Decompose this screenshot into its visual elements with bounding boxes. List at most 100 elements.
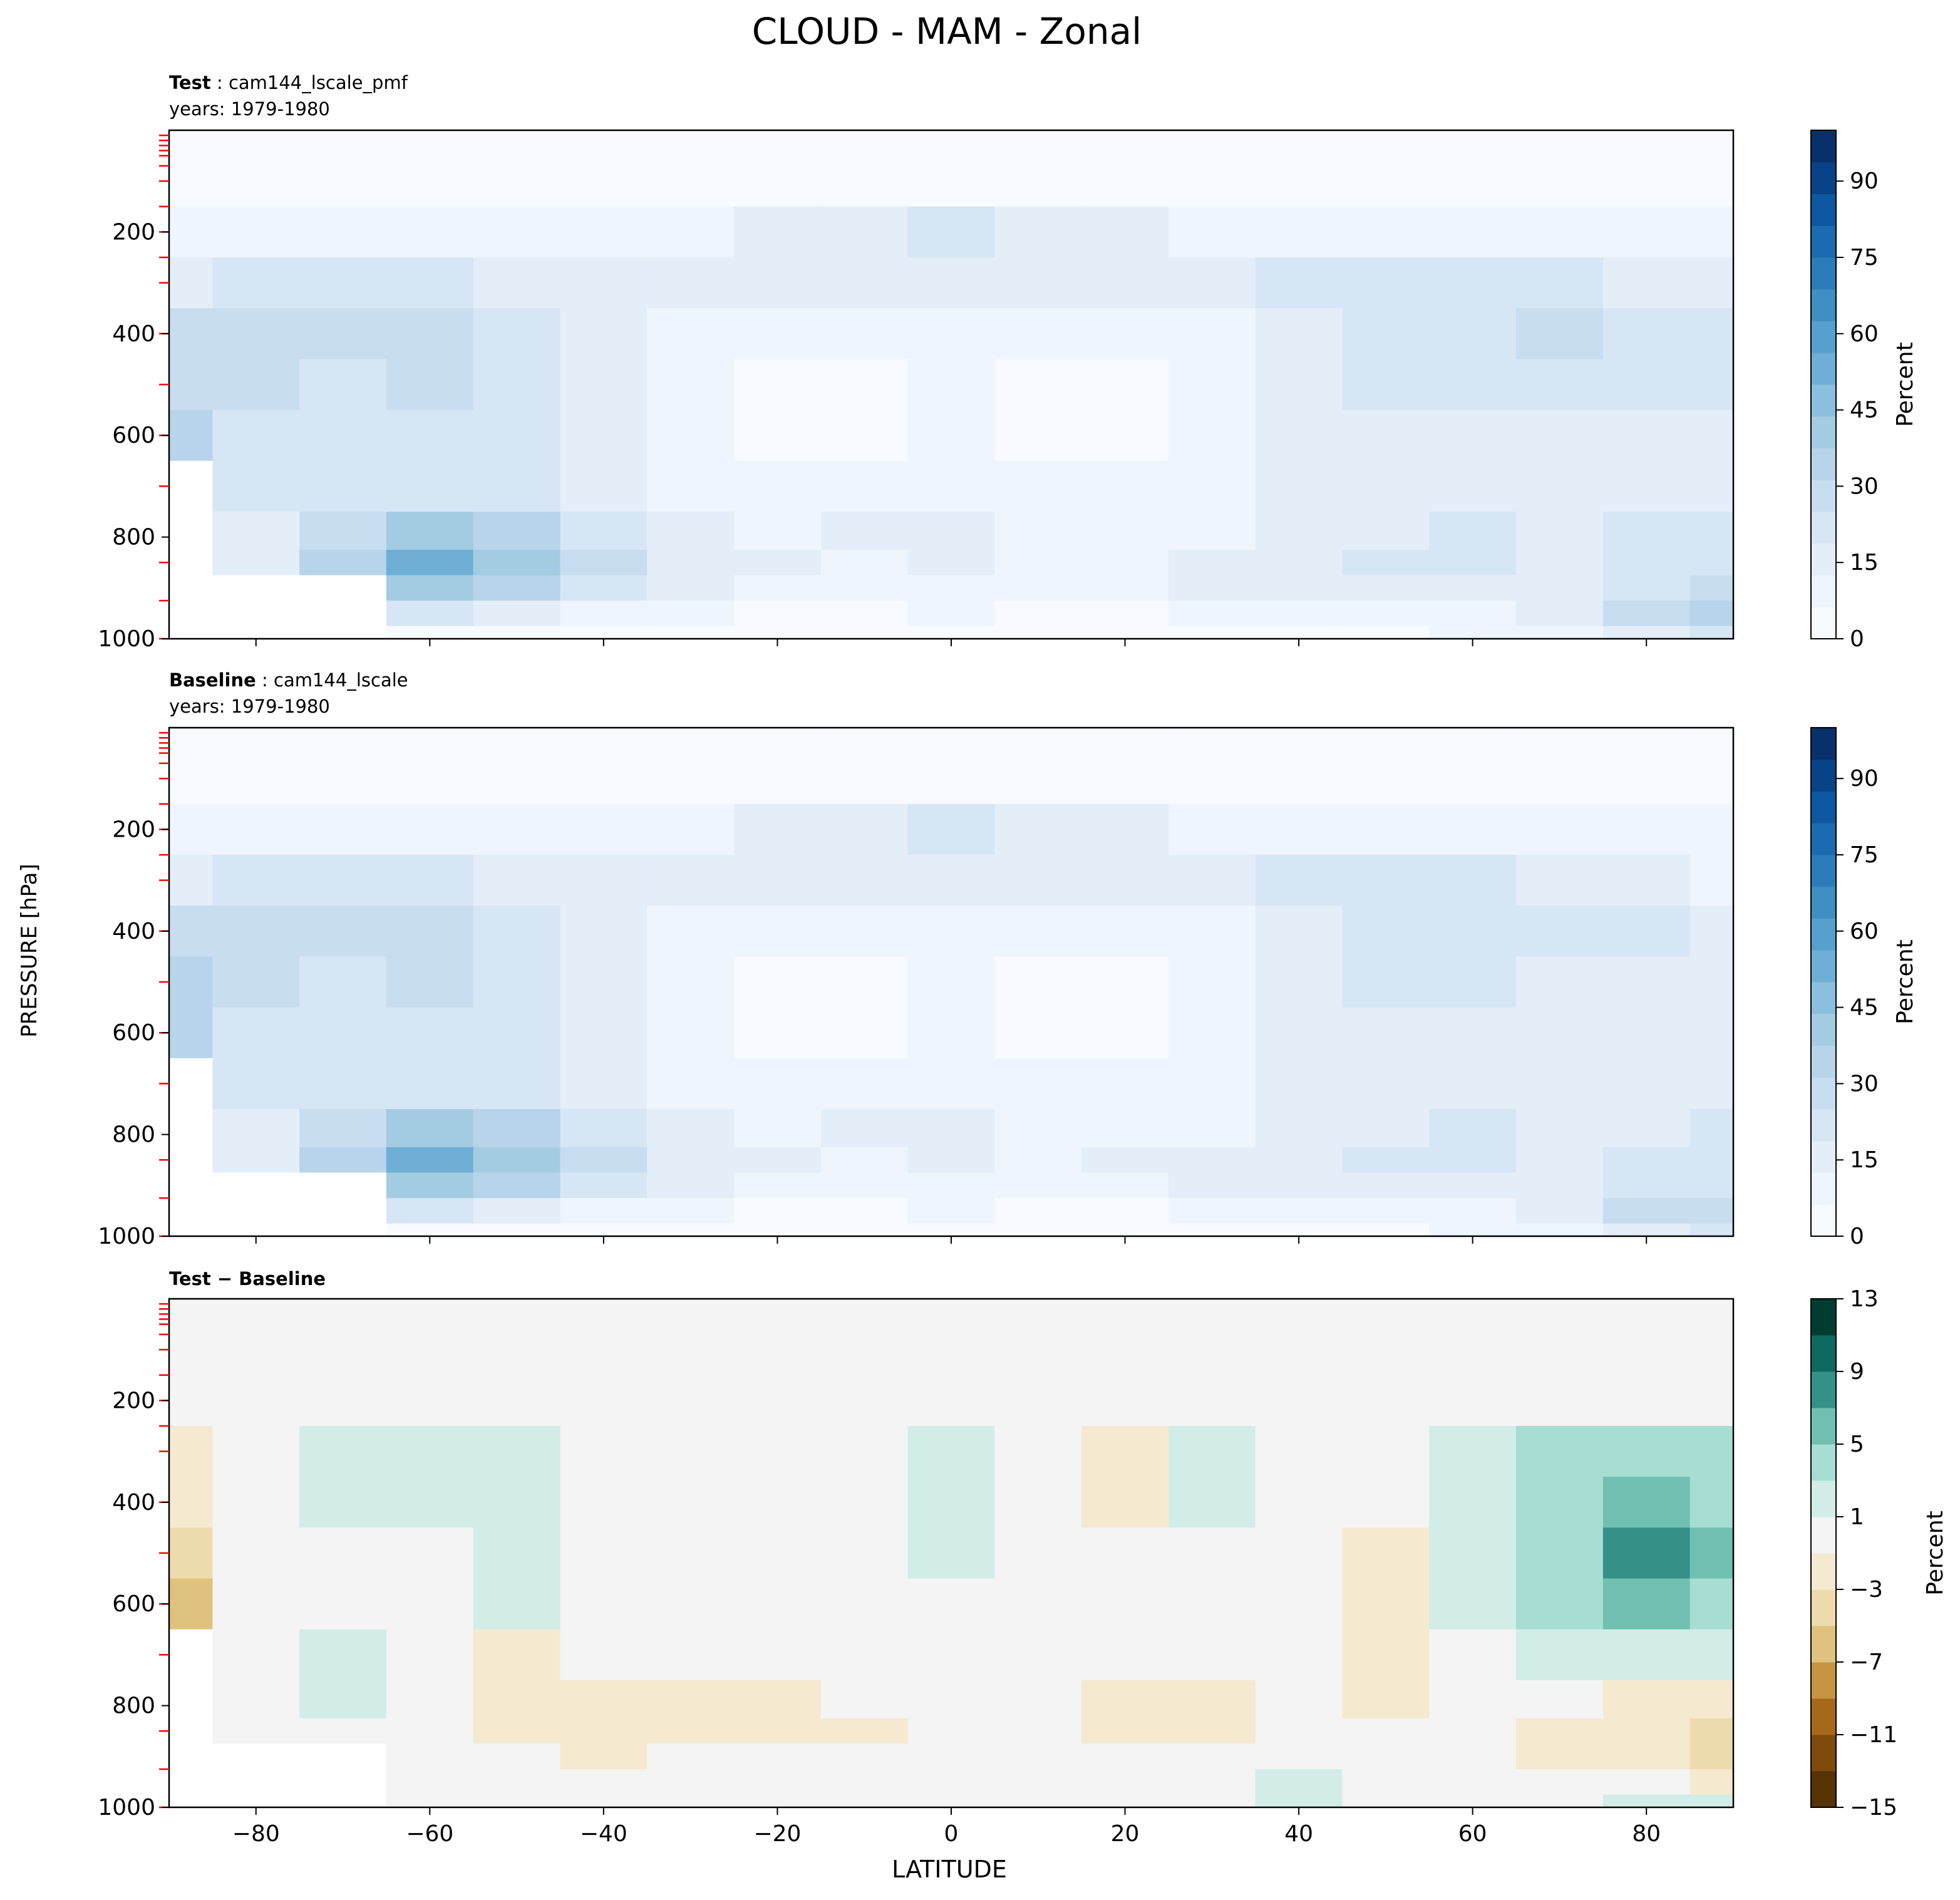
heat-cell bbox=[1081, 1527, 1169, 1579]
heat-cell bbox=[169, 257, 213, 309]
heat-cell bbox=[1342, 1147, 1430, 1174]
heat-cell bbox=[1168, 626, 1256, 639]
heat-cell bbox=[1255, 1718, 1343, 1745]
heat-cell bbox=[169, 1769, 213, 1795]
heat-cell bbox=[820, 626, 909, 639]
colorbar-segment bbox=[1811, 1299, 1836, 1336]
heat-cell bbox=[907, 1426, 995, 1477]
heat-cell bbox=[647, 803, 735, 855]
heat-cell bbox=[1602, 1680, 1691, 1719]
heat-cell bbox=[212, 1426, 300, 1477]
heat-cell bbox=[1168, 1527, 1256, 1579]
heat-cell bbox=[386, 308, 474, 359]
heat-cell bbox=[1516, 755, 1604, 805]
heat-cell bbox=[560, 601, 647, 627]
heat-cell bbox=[820, 803, 909, 855]
heat-cell bbox=[560, 1007, 647, 1059]
heat-cell bbox=[994, 308, 1082, 359]
heat-cell bbox=[1516, 626, 1604, 639]
colorbar-segment bbox=[1811, 1204, 1836, 1237]
heat-cell bbox=[1516, 1198, 1604, 1224]
heat-cell bbox=[1081, 1680, 1169, 1719]
colorbar-frame bbox=[1810, 130, 1837, 639]
colorbar-segment bbox=[1811, 1553, 1836, 1590]
heat-cell bbox=[647, 755, 735, 805]
heat-cell bbox=[473, 1007, 561, 1059]
colorbar-tick-label: 5 bbox=[1850, 1432, 1864, 1457]
heat-cell bbox=[169, 1578, 213, 1630]
heat-cell bbox=[820, 1299, 909, 1328]
heat-cell bbox=[820, 1578, 909, 1630]
heat-cell bbox=[1429, 1198, 1517, 1224]
heat-cell bbox=[299, 158, 387, 207]
heat-cell bbox=[169, 1147, 213, 1174]
heat-cell bbox=[1689, 1680, 1733, 1719]
heat-cell bbox=[907, 855, 995, 906]
colorbar-tick-label: −7 bbox=[1850, 1650, 1883, 1675]
heat-cell bbox=[647, 1007, 735, 1059]
heat-cell bbox=[473, 601, 561, 627]
heat-cell bbox=[734, 1629, 822, 1681]
heat-cell bbox=[994, 1426, 1082, 1477]
heat-cell bbox=[1602, 512, 1691, 550]
heat-cell bbox=[1689, 728, 1733, 756]
y-tick-label: 1000 bbox=[98, 1795, 155, 1820]
heat-cell bbox=[1255, 1743, 1343, 1770]
heat-cell bbox=[386, 1375, 474, 1427]
heat-cell bbox=[1429, 359, 1517, 411]
heat-cell bbox=[734, 257, 822, 309]
heat-cell bbox=[994, 1109, 1082, 1148]
heat-cell bbox=[386, 206, 474, 258]
y-tick-label: 200 bbox=[112, 1388, 155, 1413]
heat-cell bbox=[299, 460, 387, 512]
panel-title-bold: Test − Baseline bbox=[169, 1268, 326, 1289]
heat-cell bbox=[386, 410, 474, 462]
heat-cell bbox=[473, 855, 561, 906]
heat-cell bbox=[169, 575, 213, 601]
heat-cell bbox=[647, 1578, 735, 1630]
heat-cell bbox=[169, 359, 213, 411]
heat-cell bbox=[1689, 1629, 1733, 1681]
heat-cell bbox=[473, 728, 561, 756]
heat-cell bbox=[647, 1629, 735, 1681]
heat-cell bbox=[1516, 1375, 1604, 1427]
heat-cell bbox=[1168, 359, 1256, 411]
heat-cell bbox=[1168, 206, 1256, 258]
heat-cell bbox=[994, 549, 1082, 576]
heat-cell bbox=[212, 1794, 300, 1807]
heat-cell bbox=[1255, 1578, 1343, 1630]
colorbar-segment bbox=[1811, 543, 1836, 576]
heat-cell bbox=[386, 1426, 474, 1477]
colorbar-segment bbox=[1811, 1480, 1836, 1517]
heat-cell bbox=[1602, 1477, 1691, 1528]
heat-cell bbox=[1168, 1718, 1256, 1745]
heat-cell bbox=[299, 1578, 387, 1630]
heat-cell bbox=[1081, 206, 1169, 258]
x-tick-label: −40 bbox=[580, 1821, 627, 1847]
heat-cell bbox=[1081, 855, 1169, 906]
heat-cell bbox=[1081, 549, 1169, 576]
heat-cell bbox=[473, 410, 561, 462]
heat-cell bbox=[907, 1172, 995, 1199]
heat-cell bbox=[299, 512, 387, 550]
heat-cell bbox=[647, 1223, 735, 1236]
heat-cell bbox=[560, 575, 647, 601]
heat-cell bbox=[560, 206, 647, 258]
heat-cell bbox=[1081, 1769, 1169, 1795]
panel-title: Test : cam144_lscale_pmf bbox=[169, 72, 408, 93]
colorbar-tick-label: 13 bbox=[1850, 1286, 1879, 1312]
heat-cell bbox=[1516, 512, 1604, 550]
colorbar-tick-label: 60 bbox=[1850, 321, 1879, 347]
heat-cell bbox=[1255, 257, 1343, 309]
colorbar-tick-label: 45 bbox=[1850, 398, 1879, 423]
colorbar-segment bbox=[1811, 1626, 1836, 1663]
heat-cell bbox=[560, 1326, 647, 1376]
heat-cell bbox=[647, 130, 735, 159]
heat-cell bbox=[1689, 803, 1733, 855]
heat-cell bbox=[169, 1375, 213, 1427]
heat-cell bbox=[212, 410, 300, 462]
heat-cell bbox=[386, 1223, 474, 1236]
colorbar-tick-label: 90 bbox=[1850, 168, 1879, 194]
heat-cell bbox=[994, 1794, 1082, 1807]
heat-cell bbox=[647, 308, 735, 359]
